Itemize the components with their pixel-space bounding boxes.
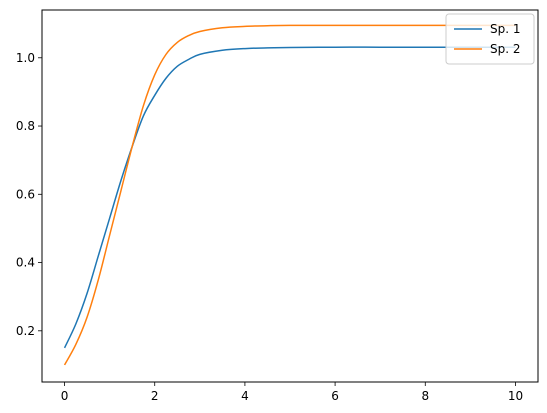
x-tick-label: 6	[331, 389, 339, 403]
legend-label-1: Sp. 1	[490, 22, 521, 36]
legend-box	[445, 13, 535, 65]
plot-frame	[41, 9, 539, 383]
legend-label-2: Sp. 2	[490, 42, 521, 56]
y-tick-label: 1.0	[16, 51, 35, 65]
y-tick-label: 0.8	[16, 119, 35, 133]
series-line-1	[63, 46, 516, 349]
plot-background	[42, 10, 538, 382]
x-tick-label: 2	[151, 389, 159, 403]
x-tick-label: 8	[421, 389, 429, 403]
y-tick-label: 0.2	[16, 324, 35, 338]
series-layer	[63, 24, 516, 366]
y-tick-label: 0.6	[16, 187, 35, 201]
legend: Sp. 1 Sp. 2	[445, 13, 535, 65]
x-tick-label: 10	[508, 389, 523, 403]
x-tick-label: 4	[241, 389, 249, 403]
series-line-2	[63, 24, 516, 366]
x-tick-label: 0	[61, 389, 69, 403]
y-tick-label: 0.4	[16, 256, 35, 270]
y-axis: 0.2 0.4 0.6 0.8 1.0	[16, 51, 42, 338]
x-axis: 0 2 4 6 8 10	[61, 382, 523, 403]
